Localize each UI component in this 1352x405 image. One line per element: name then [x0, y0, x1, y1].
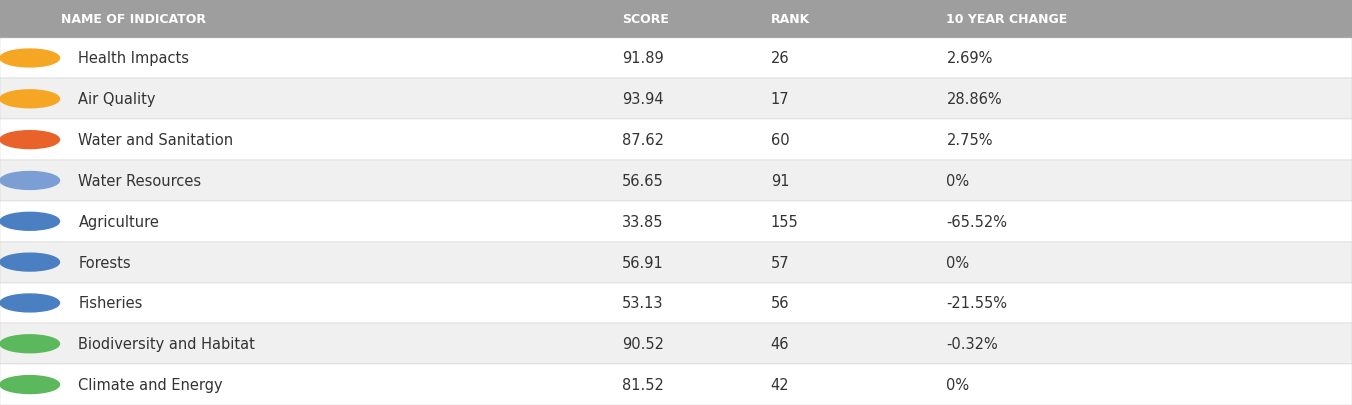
- Text: -65.52%: -65.52%: [946, 214, 1007, 229]
- FancyBboxPatch shape: [0, 38, 1352, 79]
- Text: Water Resources: Water Resources: [78, 173, 201, 188]
- Text: 33.85: 33.85: [622, 214, 664, 229]
- Text: SCORE: SCORE: [622, 13, 669, 26]
- Circle shape: [0, 91, 59, 109]
- Circle shape: [0, 50, 59, 68]
- Text: 93.94: 93.94: [622, 92, 664, 107]
- Text: 90.52: 90.52: [622, 337, 664, 352]
- Text: 87.62: 87.62: [622, 133, 664, 148]
- Text: 2.69%: 2.69%: [946, 51, 992, 66]
- Text: 60: 60: [771, 133, 790, 148]
- FancyBboxPatch shape: [0, 324, 1352, 364]
- Text: 28.86%: 28.86%: [946, 92, 1002, 107]
- Circle shape: [0, 376, 59, 394]
- Text: Air Quality: Air Quality: [78, 92, 155, 107]
- FancyBboxPatch shape: [0, 0, 1352, 38]
- Text: Forests: Forests: [78, 255, 131, 270]
- Text: 81.52: 81.52: [622, 377, 664, 392]
- Text: 56: 56: [771, 296, 790, 311]
- Text: 91: 91: [771, 173, 790, 188]
- Text: Health Impacts: Health Impacts: [78, 51, 189, 66]
- FancyBboxPatch shape: [0, 364, 1352, 405]
- Circle shape: [0, 294, 59, 312]
- FancyBboxPatch shape: [0, 242, 1352, 283]
- Text: -21.55%: -21.55%: [946, 296, 1007, 311]
- FancyBboxPatch shape: [0, 161, 1352, 201]
- Text: RANK: RANK: [771, 13, 810, 26]
- FancyBboxPatch shape: [0, 283, 1352, 324]
- Text: 91.89: 91.89: [622, 51, 664, 66]
- Circle shape: [0, 131, 59, 149]
- Text: 10 YEAR CHANGE: 10 YEAR CHANGE: [946, 13, 1068, 26]
- Text: 56.65: 56.65: [622, 173, 664, 188]
- Text: Water and Sanitation: Water and Sanitation: [78, 133, 234, 148]
- Text: 2.75%: 2.75%: [946, 133, 992, 148]
- FancyBboxPatch shape: [0, 201, 1352, 242]
- Circle shape: [0, 172, 59, 190]
- Circle shape: [0, 335, 59, 353]
- Text: 17: 17: [771, 92, 790, 107]
- Text: 0%: 0%: [946, 173, 969, 188]
- Text: Climate and Energy: Climate and Energy: [78, 377, 223, 392]
- Text: NAME OF INDICATOR: NAME OF INDICATOR: [61, 13, 206, 26]
- Text: 57: 57: [771, 255, 790, 270]
- Text: Fisheries: Fisheries: [78, 296, 143, 311]
- Circle shape: [0, 213, 59, 231]
- Text: 0%: 0%: [946, 377, 969, 392]
- Text: Agriculture: Agriculture: [78, 214, 160, 229]
- Text: Biodiversity and Habitat: Biodiversity and Habitat: [78, 337, 256, 352]
- FancyBboxPatch shape: [0, 79, 1352, 120]
- Text: 53.13: 53.13: [622, 296, 664, 311]
- Text: 46: 46: [771, 337, 790, 352]
- Text: 56.91: 56.91: [622, 255, 664, 270]
- Circle shape: [0, 254, 59, 271]
- Text: 42: 42: [771, 377, 790, 392]
- Text: 0%: 0%: [946, 255, 969, 270]
- FancyBboxPatch shape: [0, 120, 1352, 161]
- Text: 26: 26: [771, 51, 790, 66]
- Text: -0.32%: -0.32%: [946, 337, 998, 352]
- Text: 155: 155: [771, 214, 799, 229]
